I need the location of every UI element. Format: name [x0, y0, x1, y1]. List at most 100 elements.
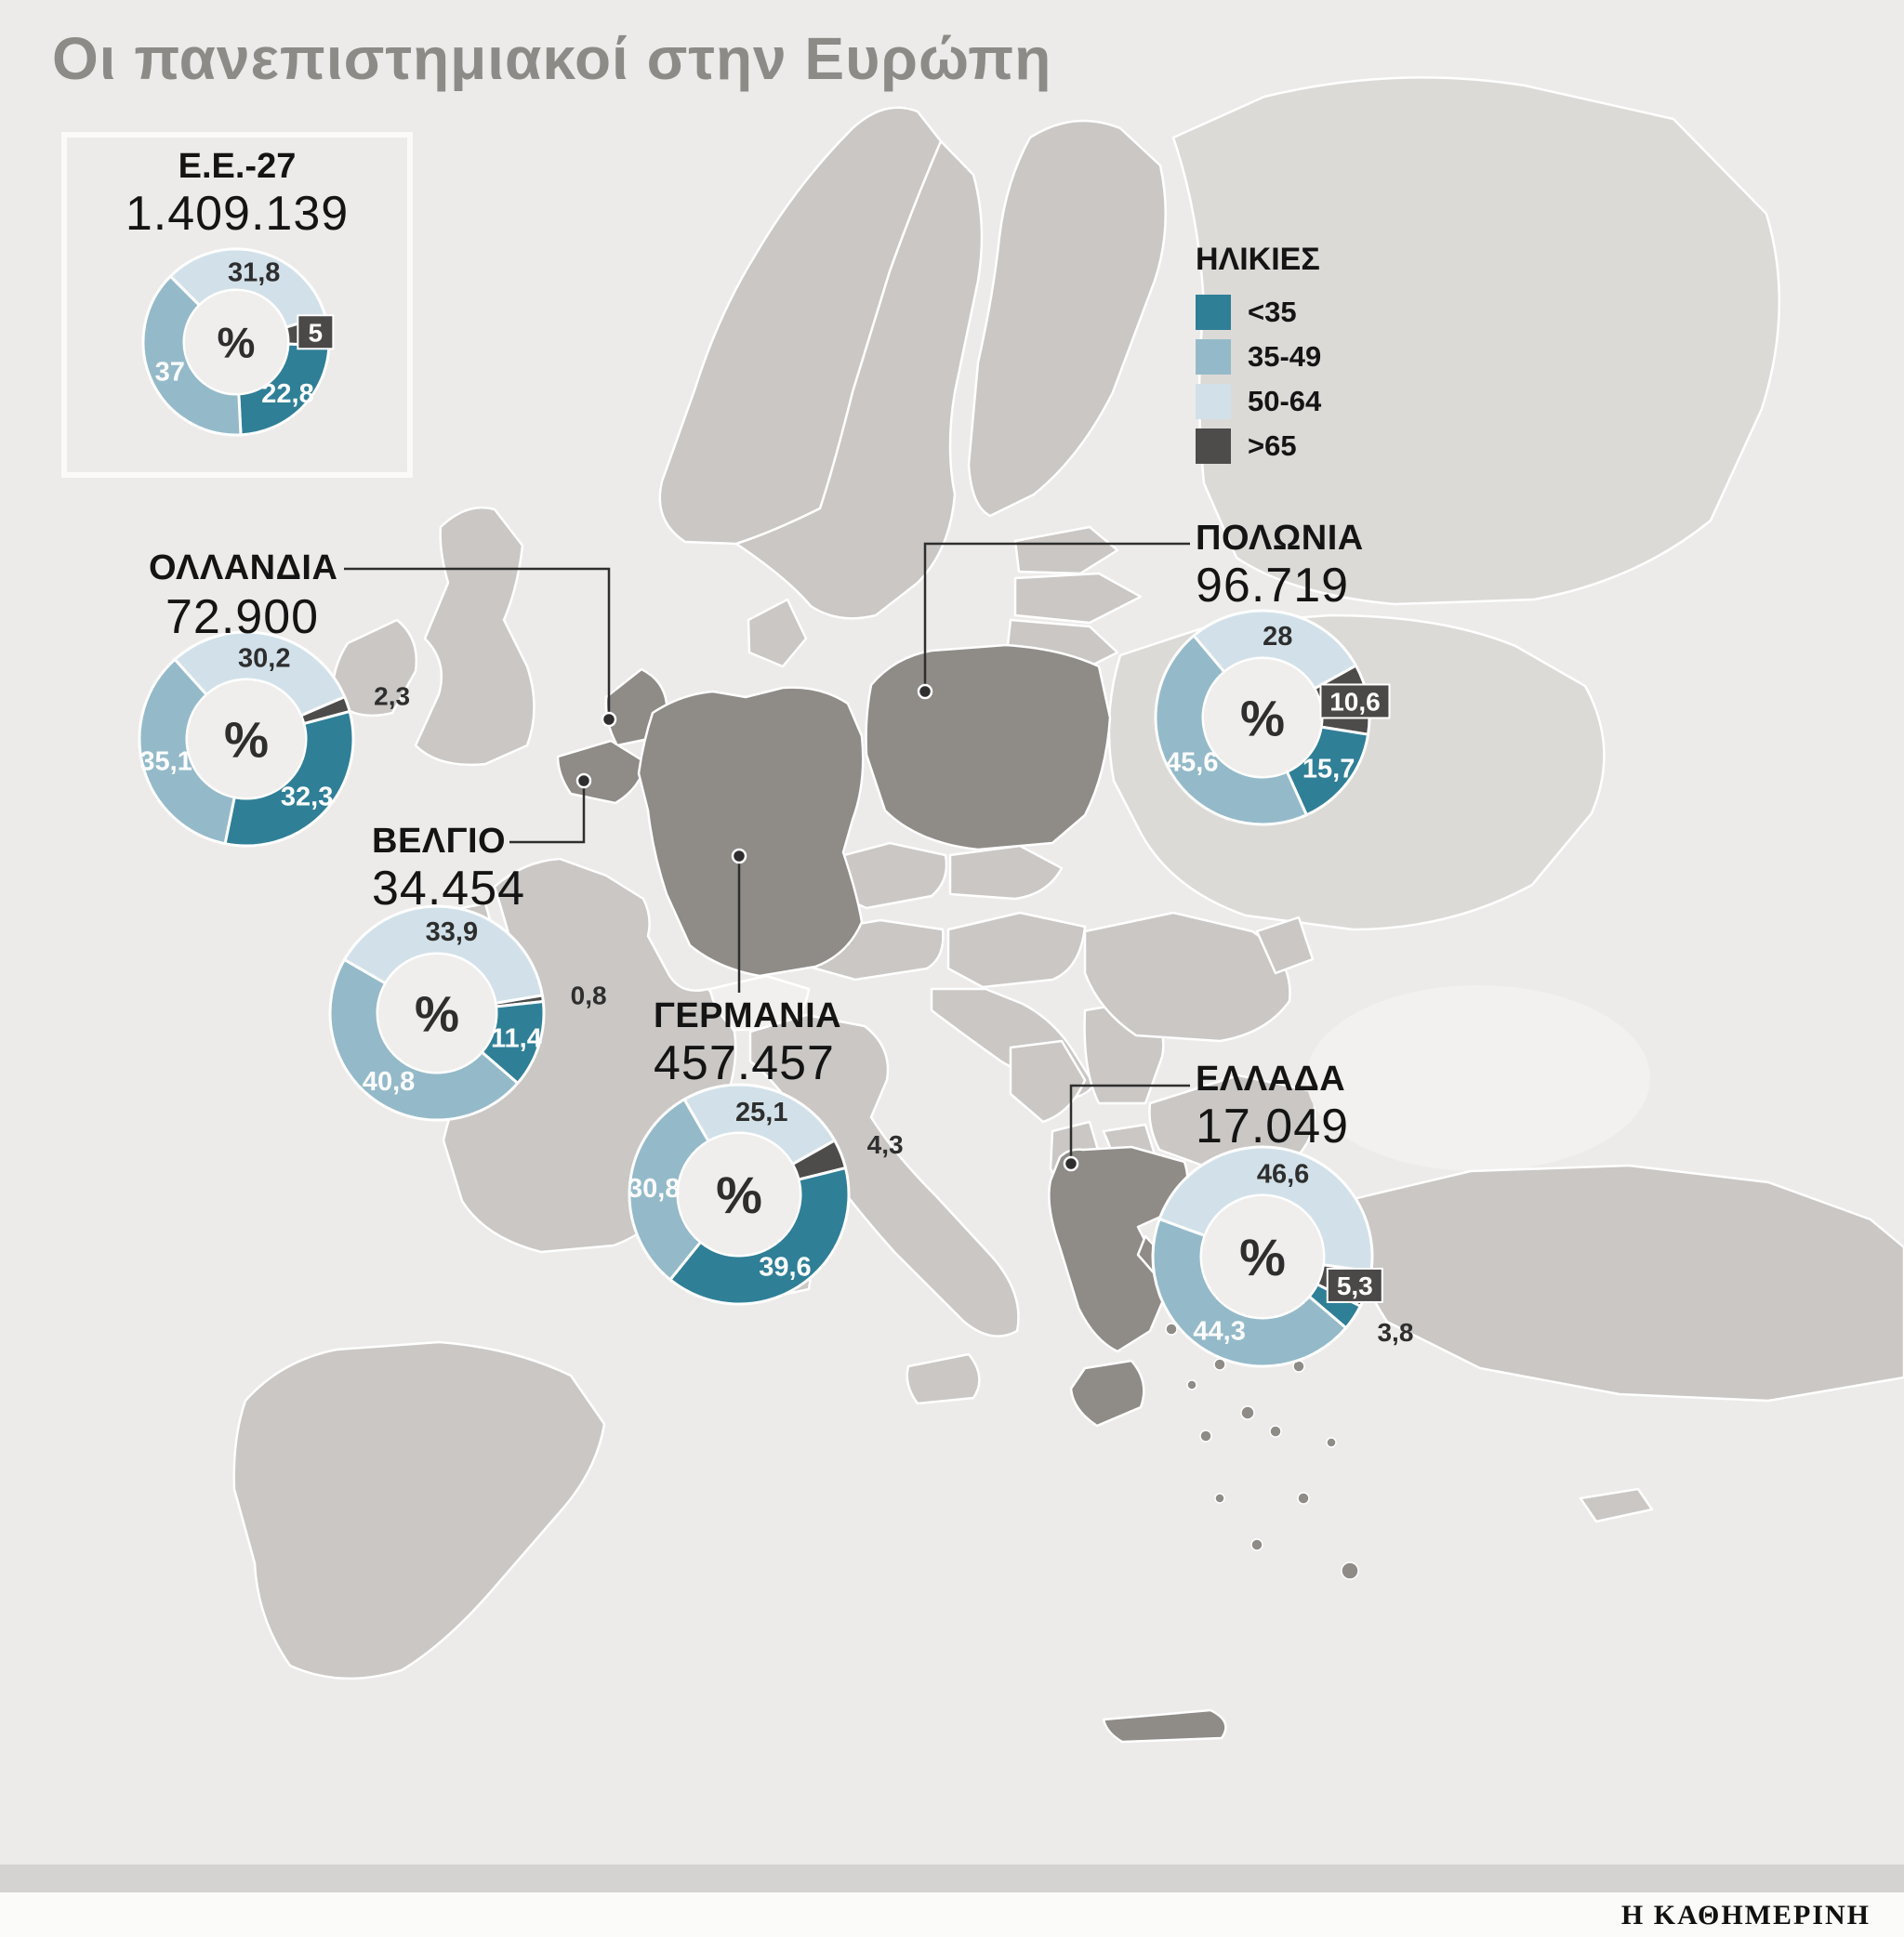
value-label: 44,3	[1193, 1316, 1245, 1346]
callout-dot-poland	[917, 683, 933, 700]
segment-50-64	[1157, 1145, 1374, 1273]
segment-under-35	[668, 1166, 851, 1306]
country-spain-portugal	[232, 1340, 606, 1680]
legend-swatch-under-35	[1196, 295, 1231, 330]
eu-box	[61, 132, 413, 478]
segment-35-49	[328, 958, 520, 1122]
segment-50-64	[682, 1083, 837, 1166]
value-label: 37	[155, 358, 185, 388]
country-estonia	[1013, 525, 1119, 575]
country-united-kingdom	[414, 506, 536, 767]
chart-poland-name: ΠΟΛΩΝΙΑ	[1196, 519, 1364, 558]
segment-35-49	[141, 274, 243, 437]
value-label: 2,3	[374, 681, 410, 710]
chart-eu-name: Ε.Ε.-27	[178, 147, 297, 186]
country-moldova	[1255, 916, 1315, 975]
percent-symbol: %	[1239, 1228, 1286, 1286]
country-hungary	[946, 911, 1087, 989]
donut-center	[1204, 659, 1321, 776]
callout-netherlands	[344, 567, 611, 718]
value-label: 28	[1263, 622, 1292, 652]
legend-row: <35	[1196, 295, 1321, 330]
island-sicily	[906, 1352, 981, 1405]
country-ireland	[330, 618, 417, 718]
page-title: Οι πανεπιστημιακοί στην Ευρώπη	[52, 25, 1052, 92]
donut-germany: % 39,6 30,8 25,1 4,3	[628, 1083, 904, 1306]
segment-35-49	[1154, 634, 1308, 826]
black-sea	[1306, 985, 1650, 1171]
value-label: 31,8	[228, 257, 280, 287]
footer-strip	[0, 1892, 1904, 1937]
chart-belgium-name: ΒΕΛΓΙΟ	[372, 822, 507, 861]
country-finland	[967, 119, 1168, 518]
legend-row: 50-64	[1196, 384, 1321, 419]
value-label: 25,1	[735, 1098, 787, 1127]
value-label: 35,1	[139, 747, 192, 777]
percent-symbol: %	[1240, 691, 1285, 746]
value-label: 10,6	[1329, 687, 1381, 716]
legend-swatch-over-65	[1196, 428, 1231, 464]
value-label: 32,3	[281, 782, 333, 811]
legend-swatch-50-64	[1196, 384, 1231, 419]
value-chip	[1319, 683, 1391, 719]
legend-title: ΗΛΙΚΙΕΣ	[1196, 242, 1320, 277]
callout-dot-netherlands	[601, 711, 617, 728]
callout-poland	[923, 542, 1190, 692]
chart-greece-total: 17.049	[1196, 1100, 1350, 1153]
value-label: 33,9	[426, 917, 478, 947]
value-label: 4,3	[867, 1130, 904, 1159]
chart-netherlands-total: 72.900	[165, 590, 320, 644]
percent-symbol: %	[218, 319, 256, 367]
legend-row: >65	[1196, 428, 1321, 464]
callout-dot-belgium	[575, 772, 592, 789]
legend-label-over-65: >65	[1248, 429, 1297, 462]
callout-dots	[575, 683, 1079, 1172]
chart-greece-name: ΕΛΛΑΔΑ	[1196, 1060, 1346, 1099]
legend-row: 35-49	[1196, 339, 1321, 375]
value-label: 15,7	[1302, 754, 1355, 784]
value-label: 22,8	[261, 379, 313, 409]
value-label: 5	[309, 318, 324, 347]
segment-50-64	[342, 904, 544, 1005]
map-countries	[232, 76, 1904, 1744]
segment-50-64	[173, 630, 347, 718]
percent-symbol: %	[224, 712, 269, 768]
value-label: 11,4	[491, 1024, 542, 1054]
donut-greece: % 3,8 44,3 46,6 5,3	[1151, 1145, 1413, 1368]
percent-symbol: %	[415, 986, 459, 1042]
legend-label-50-64: 50-64	[1248, 385, 1322, 417]
country-bosnia	[1009, 1039, 1087, 1124]
value-label: 3,8	[1377, 1318, 1413, 1347]
country-denmark	[747, 598, 808, 668]
value-label: 0,8	[571, 981, 607, 1009]
country-germany	[637, 686, 865, 978]
segment-50-64	[1192, 609, 1357, 691]
chart-poland-total: 96.719	[1196, 559, 1350, 613]
segment-35-49	[1151, 1218, 1348, 1368]
percent-symbol: %	[716, 1166, 762, 1224]
chart-netherlands-name: ΟΛΛΑΝΔΙΑ	[149, 548, 338, 587]
value-label: 30,2	[238, 644, 290, 674]
value-chip	[297, 314, 335, 350]
callout-lines	[344, 542, 1190, 1164]
callout-greece	[1069, 1084, 1190, 1164]
country-latvia	[1013, 572, 1143, 625]
legend-label-under-35: <35	[1248, 296, 1297, 328]
island-cyprus	[1579, 1487, 1654, 1523]
country-sweden	[734, 139, 984, 620]
legend-label-35-49: 35-49	[1248, 340, 1322, 373]
donut-center	[1202, 1196, 1323, 1317]
legend: ΗΛΙΚΙΕΣ <35 35-49 50-64 >65	[1196, 242, 1321, 473]
chart-germany-total: 457.457	[654, 1036, 835, 1090]
value-label: 45,6	[1166, 748, 1218, 778]
callout-dot-greece	[1063, 1155, 1079, 1172]
donut-center	[185, 291, 287, 393]
chart-germany-name: ΓΕΡΜΑΝΙΑ	[654, 996, 842, 1035]
country-slovakia	[948, 844, 1064, 901]
chart-belgium-total: 34.454	[372, 862, 526, 916]
chart-eu-total: 1.409.139	[125, 187, 350, 241]
footer-bar	[0, 1865, 1904, 1892]
donut-belgium: % 11,4 40,8 33,9 0,8	[328, 904, 607, 1122]
